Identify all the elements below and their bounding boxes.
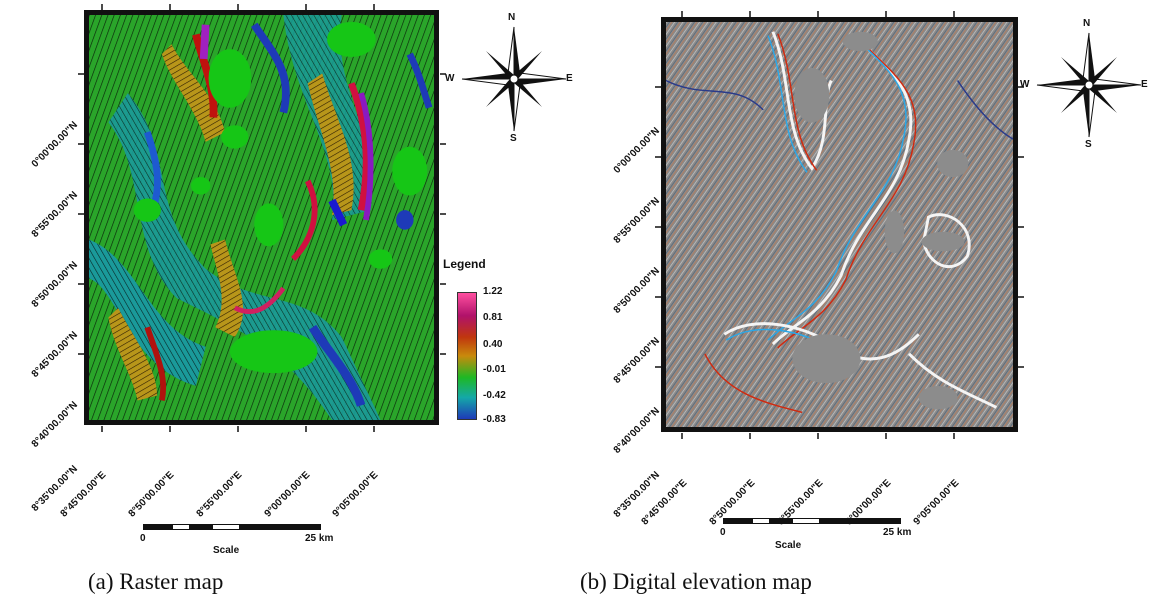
legend-value: 0.40	[483, 339, 503, 350]
legend-value: -0.42	[483, 390, 506, 401]
legend-value: 0.81	[483, 312, 503, 323]
compass-rose: N S E W	[445, 12, 573, 144]
compass-rose-icon	[1036, 32, 1142, 138]
scale-start-label: 0	[720, 527, 726, 538]
legend-value: -0.83	[483, 414, 506, 425]
scale-bar	[723, 518, 901, 524]
y-tick-label: 8°45'00.00"N	[29, 329, 80, 380]
map-frame-ticks	[655, 11, 1024, 439]
panel-b-dem-map: 0°00'00.00"N 8°55'00.00"N 8°50'00.00"N 8…	[580, 0, 1151, 603]
compass-west-label: W	[1020, 79, 1030, 90]
compass-north-label: N	[508, 12, 516, 23]
dem-map-image	[661, 17, 1018, 432]
x-tick-label: 9°00'00.00"E	[262, 469, 312, 520]
x-tick-label: 9°05'00.00"E	[330, 469, 380, 520]
x-tick-label: 8°55'00.00"E	[194, 469, 244, 520]
y-tick-label: 8°40'00.00"N	[29, 399, 80, 450]
legend-value: -0.01	[483, 364, 506, 375]
caption-a: (a) Raster map	[88, 569, 224, 594]
panel-a-raster-map: 0°00'00.00"N 8°55'00.00"N 8°50'00.00"N 8…	[0, 0, 573, 603]
compass-south-label: S	[1085, 139, 1092, 150]
y-tick-label: 8°50'00.00"N	[29, 259, 80, 310]
scale-end-label: 25 km	[883, 527, 912, 538]
caption-b: (b) Digital elevation map	[580, 569, 812, 594]
legend-title: Legend	[443, 257, 486, 271]
compass-rose: N S E W	[1020, 18, 1148, 150]
compass-west-label: W	[445, 73, 455, 84]
compass-east-label: E	[1141, 79, 1148, 90]
compass-north-label: N	[1083, 18, 1091, 29]
legend-color-ramp	[457, 292, 477, 420]
y-tick-label: 8°55'00.00"N	[29, 189, 80, 240]
scale-title: Scale	[775, 540, 802, 551]
x-tick-label: 8°50'00.00"E	[126, 469, 176, 520]
compass-east-label: E	[566, 73, 573, 84]
legend-value: 1.22	[483, 286, 503, 297]
y-tick-label: 0°00'00.00"N	[29, 119, 80, 170]
map-frame-ticks	[78, 4, 446, 432]
compass-south-label: S	[510, 133, 517, 144]
scale-bar	[143, 524, 321, 530]
scale-title: Scale	[213, 545, 240, 556]
x-tick-label: 9°05'00.00"E	[911, 477, 961, 528]
compass-rose-icon	[461, 26, 567, 132]
raster-map-image	[84, 10, 439, 425]
scale-start-label: 0	[140, 533, 146, 544]
scale-end-label: 25 km	[305, 533, 334, 544]
